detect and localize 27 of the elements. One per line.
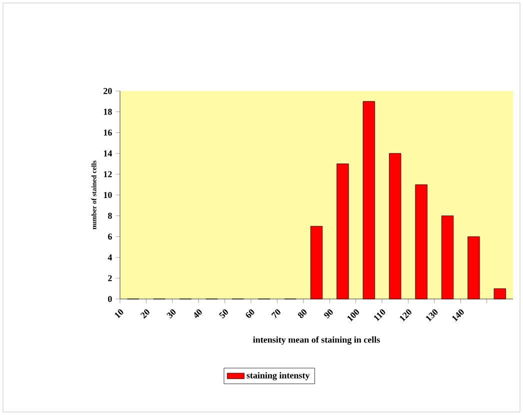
y-tick-label: 4 bbox=[108, 254, 112, 260]
x-tick-label: 30 bbox=[166, 309, 176, 319]
x-tick-label: 100 bbox=[347, 309, 360, 322]
x-tick-label: 20 bbox=[140, 309, 150, 319]
y-tick-label: 10 bbox=[104, 192, 112, 198]
x-tick-label: 10 bbox=[114, 309, 124, 318]
y-tick-label: 20 bbox=[104, 88, 112, 94]
x-tick-label: 120 bbox=[400, 309, 412, 322]
y-tick-label: 18 bbox=[104, 108, 112, 115]
x-tick-label: 130 bbox=[426, 309, 438, 322]
y-tick-label: 2 bbox=[108, 275, 112, 282]
x-tick-label: 110 bbox=[374, 309, 386, 322]
y-tick-label: 16 bbox=[104, 130, 112, 136]
x-tick-label: 50 bbox=[218, 309, 228, 319]
x-tick-label: 140 bbox=[452, 309, 464, 322]
x-tick-label: 70 bbox=[271, 309, 280, 318]
y-tick-label: 14 bbox=[104, 150, 112, 156]
y-tick-label: 0 bbox=[108, 296, 112, 302]
x-tick-label: 40 bbox=[194, 309, 202, 318]
legend-label: staining intensty bbox=[246, 372, 310, 380]
y-tick-label: 6 bbox=[108, 234, 112, 240]
x-tick-label: 60 bbox=[246, 309, 254, 318]
x-tick-label: 90 bbox=[324, 309, 333, 318]
x-tick-label: 80 bbox=[298, 309, 307, 318]
x-axis-title: intensity mean of staining in cells bbox=[253, 336, 380, 345]
y-tick-label: 8 bbox=[108, 212, 112, 219]
y-tick-label: 12 bbox=[104, 171, 112, 178]
